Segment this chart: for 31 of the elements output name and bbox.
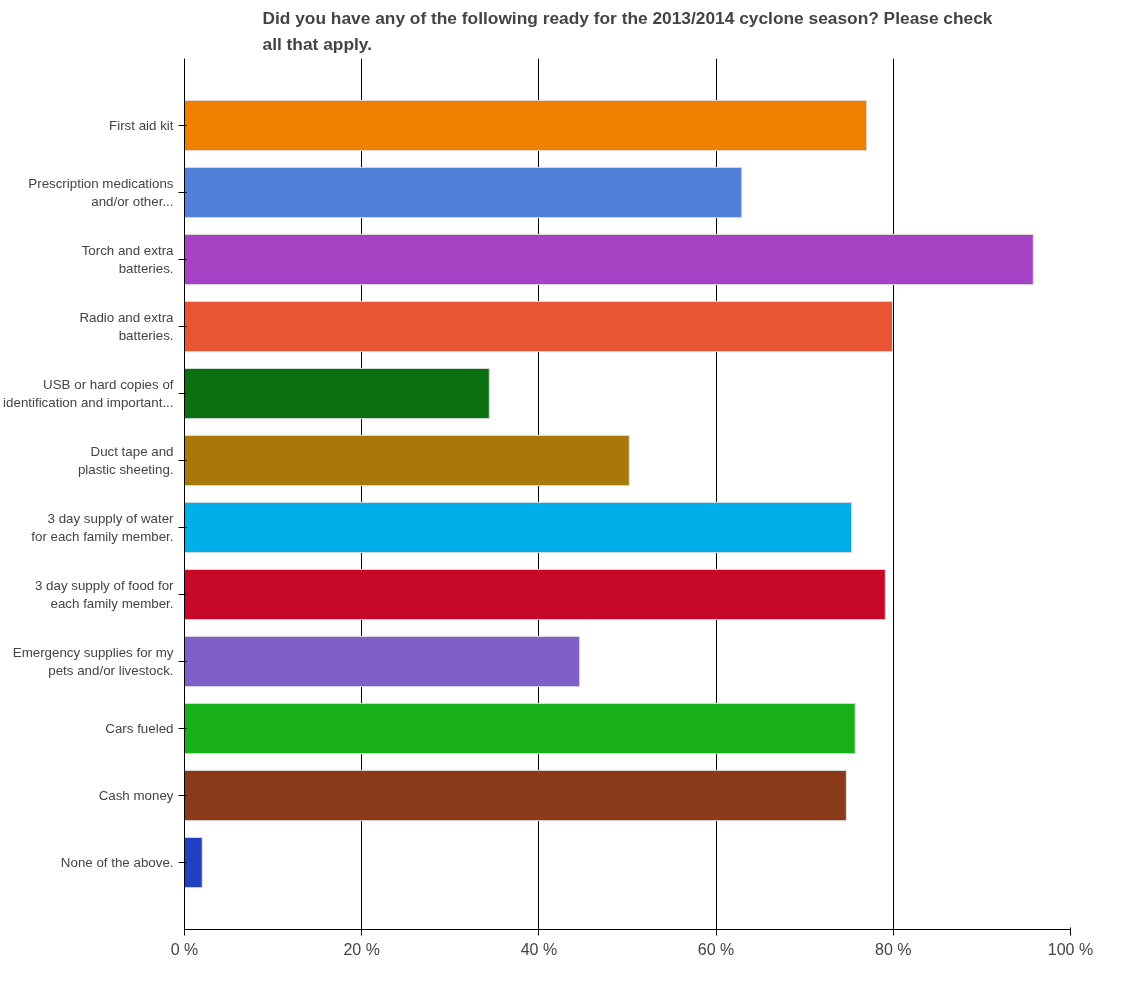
x-tick-label: 40 %	[520, 940, 558, 958]
y-tick-label: Prescription medications and/or other...	[28, 176, 174, 209]
bar	[184, 702, 856, 755]
y-tick-label: 3 day supply of water for each family member.	[31, 511, 175, 544]
y-tick-label: None of the above.	[60, 855, 174, 870]
x-tick-label: 20 %	[343, 940, 380, 958]
bar	[184, 635, 581, 688]
x-tick-label: 60 %	[697, 940, 735, 958]
x-tick-label: 100 %	[1047, 940, 1094, 958]
chart-title: Did you have any of the following ready for the 2013/2014 cyclone season? Please check all that apply.	[262, 7, 993, 54]
x-tick-label: 0 %	[170, 940, 199, 958]
y-tick-label: First aid kit	[109, 118, 174, 133]
x-tick-label: 80 %	[875, 940, 912, 958]
y-tick-label: Emergency supplies for my pets and/or livestock.	[12, 645, 174, 678]
y-tick-label: 3 day supply of food for each family member.	[34, 578, 175, 611]
bar	[184, 99, 868, 152]
y-tick-label: Duct tape and plastic sheeting.	[77, 444, 174, 477]
y-tick-label: Radio and extra batteries.	[79, 310, 175, 343]
bar	[184, 501, 853, 554]
y-tick-label: USB or hard copies of identification and important...	[3, 377, 174, 410]
bar	[184, 769, 847, 822]
bar	[184, 836, 203, 889]
bar	[184, 568, 886, 621]
y-tick-label: Cash money	[98, 788, 174, 803]
bar	[184, 233, 1034, 286]
y-tick-label: Cars fueled	[105, 721, 174, 736]
bar	[184, 434, 630, 487]
bar	[184, 367, 490, 420]
y-tick-label: Torch and extra batteries.	[81, 243, 175, 276]
bar	[184, 166, 743, 219]
bar	[184, 300, 893, 353]
